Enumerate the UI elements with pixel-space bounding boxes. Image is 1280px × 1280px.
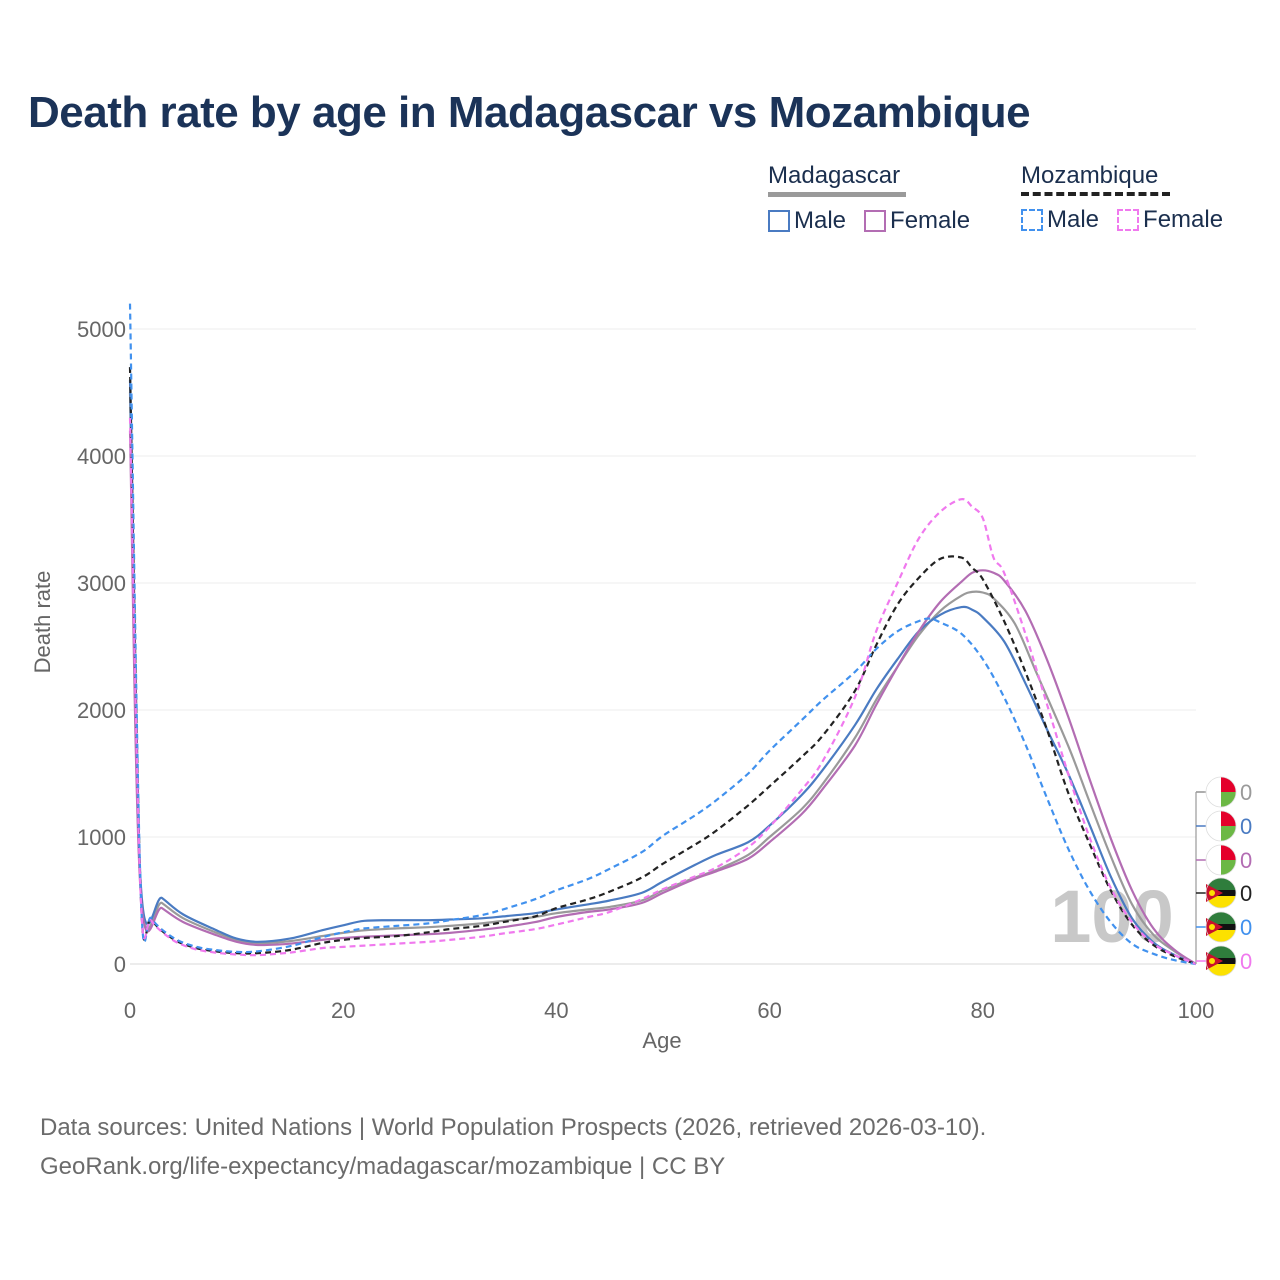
legend-item-madagascar-female[interactable]: Female: [864, 207, 970, 235]
legend-item-mozambique-male[interactable]: Male: [1021, 206, 1099, 234]
legend-title-madagascar: Madagascar: [768, 162, 901, 189]
y-axis-ticks: 0 1000 2000 3000 4000 5000: [77, 317, 126, 977]
series-line-madagascar-female[interactable]: [128, 430, 1197, 965]
footer: Data sources: United Nations | World Pop…: [40, 1108, 986, 1186]
series-line-madagascar-both[interactable]: [128, 392, 1197, 965]
mozambique-flag-icon: [1205, 877, 1237, 909]
series-line-madagascar-male[interactable]: [128, 379, 1197, 966]
series-line-mozambique-both[interactable]: [128, 367, 1197, 966]
legend-line-madagascar: [768, 192, 906, 197]
y-tick-label: 4000: [77, 444, 126, 469]
y-axis-label: Death rate: [30, 571, 55, 674]
legend-swatch-mozambique-male: [1021, 209, 1043, 231]
legend-item-mozambique-female[interactable]: Female: [1117, 206, 1223, 234]
x-axis-label: Age: [642, 1028, 681, 1053]
y-tick-label: 5000: [77, 317, 126, 342]
legend-title-mozambique: Mozambique: [1021, 162, 1159, 189]
legend-swatch-mozambique-female: [1117, 209, 1140, 231]
x-tick-label: 60: [757, 998, 781, 1023]
footer-link[interactable]: GeoRank.org/life-expectancy/madagascar/m…: [40, 1153, 726, 1180]
end-label-mozambique-female: 0: [1240, 949, 1252, 974]
x-tick-label: 80: [971, 998, 995, 1023]
y-tick-label: 3000: [77, 571, 126, 596]
grid-lines: [130, 328, 1196, 965]
legend-swatch-madagascar-female: [864, 210, 887, 232]
end-labels: 0 0 0 0 0 0: [1195, 776, 1252, 977]
end-label-madagascar-female: 0: [1240, 848, 1252, 873]
x-tick-label: 20: [331, 998, 355, 1023]
legend-group-madagascar: Madagascar Male Female: [768, 162, 970, 235]
legend-swatch-madagascar-male: [768, 210, 790, 232]
madagascar-flag-icon: [1205, 810, 1237, 842]
x-tick-label: 0: [124, 998, 136, 1023]
y-tick-label: 0: [114, 952, 126, 977]
chart-title: Death rate by age in Madagascar vs Mozam…: [28, 88, 1031, 137]
mozambique-flag-icon: [1205, 945, 1237, 977]
legend-label-mozambique-male: Male: [1047, 206, 1100, 233]
end-label-mozambique-both: 0: [1240, 881, 1252, 906]
legend-label-mozambique-female: Female: [1143, 206, 1224, 233]
x-tick-label: 40: [544, 998, 568, 1023]
madagascar-flag-icon: [1205, 844, 1237, 876]
end-label-madagascar-both: 0: [1240, 780, 1252, 805]
legend-line-mozambique: [1021, 192, 1170, 196]
legend-label-madagascar-male: Male: [794, 207, 847, 234]
legend-item-madagascar-male[interactable]: Male: [768, 207, 846, 235]
end-label-madagascar-male: 0: [1240, 814, 1252, 839]
y-tick-label: 2000: [77, 698, 126, 723]
y-tick-label: 1000: [77, 825, 126, 850]
end-label-connector: [1195, 791, 1204, 964]
series-lines: [128, 303, 1197, 966]
series-line-mozambique-female[interactable]: [128, 417, 1197, 966]
end-label-mozambique-male: 0: [1240, 915, 1252, 940]
madagascar-flag-icon: [1205, 776, 1237, 808]
footer-source: Data sources: United Nations | World Pop…: [40, 1114, 987, 1141]
legend-group-mozambique: Mozambique Male Female: [1021, 162, 1223, 234]
mozambique-flag-icon: [1205, 911, 1237, 943]
legend-label-madagascar-female: Female: [890, 207, 971, 234]
x-tick-label: 100: [1178, 998, 1215, 1023]
x-axis-ticks: 0 20 40 60 80 100: [124, 998, 1214, 1023]
